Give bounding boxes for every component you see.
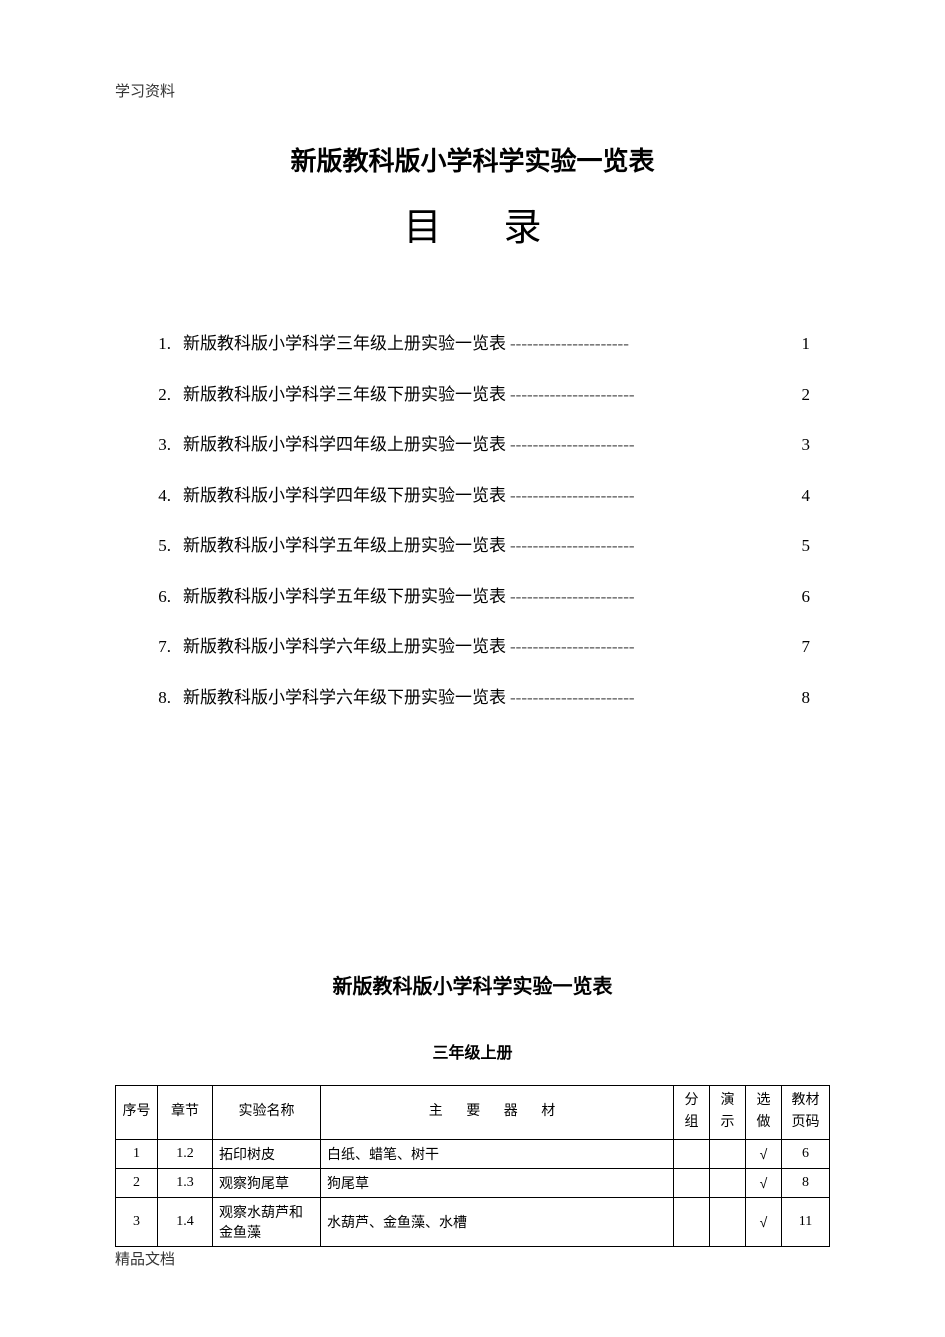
cell-optional: √ [746, 1139, 782, 1168]
cell-materials: 水葫芦、金鱼藻、水槽 [321, 1197, 674, 1246]
toc-leader: ---------------------- [506, 533, 792, 559]
table-header-row: 序号 章节 实验名称 主 要 器 材 分组 演示 选做 教材页码 [116, 1086, 830, 1140]
toc-item-text: 新版教科版小学科学六年级下册实验一览表 [183, 685, 506, 711]
section-subtitle: 三年级上册 [115, 1039, 830, 1063]
table-row: 3 1.4 观察水葫芦和金鱼藻 水葫芦、金鱼藻、水槽 √ 11 [116, 1197, 830, 1246]
toc-leader: ---------------------- [506, 382, 792, 408]
cell-page: 6 [782, 1139, 830, 1168]
cell-demo [710, 1168, 746, 1197]
toc-leader: ---------------------- [506, 483, 792, 509]
cell-name: 观察狗尾草 [213, 1168, 321, 1197]
section-title: 新版教科版小学科学实验一览表 [115, 970, 830, 999]
toc-item-page: 8 [792, 685, 810, 711]
toc-heading: 目录 [115, 196, 830, 251]
toc-item-text: 新版教科版小学科学三年级上册实验一览表 [183, 331, 506, 357]
toc-item-number: 7. [145, 634, 183, 660]
toc-item-page: 4 [792, 483, 810, 509]
toc-item: 4. 新版教科版小学科学四年级下册实验一览表 -----------------… [145, 483, 810, 509]
cell-group [674, 1168, 710, 1197]
main-title: 新版教科版小学科学实验一览表 [115, 141, 830, 178]
toc-item-page: 6 [792, 584, 810, 610]
table-row: 1 1.2 拓印树皮 白纸、蜡笔、树干 √ 6 [116, 1139, 830, 1168]
toc-item-page: 1 [792, 331, 810, 357]
toc-leader: ---------------------- [506, 634, 792, 660]
toc-item: 5. 新版教科版小学科学五年级上册实验一览表 -----------------… [145, 533, 810, 559]
header-label: 学习资料 [115, 80, 830, 101]
footer-label: 精品文档 [115, 1248, 175, 1269]
toc-item-number: 6. [145, 584, 183, 610]
th-optional: 选做 [746, 1086, 782, 1140]
cell-chapter: 1.4 [158, 1197, 213, 1246]
toc-item-number: 8. [145, 685, 183, 711]
toc-item: 6. 新版教科版小学科学五年级下册实验一览表 -----------------… [145, 584, 810, 610]
toc-leader: ---------------------- [506, 685, 792, 711]
cell-name: 拓印树皮 [213, 1139, 321, 1168]
toc-item-number: 5. [145, 533, 183, 559]
cell-demo [710, 1197, 746, 1246]
toc-item-page: 5 [792, 533, 810, 559]
toc-item-text: 新版教科版小学科学六年级上册实验一览表 [183, 634, 506, 660]
toc-item-number: 1. [145, 331, 183, 357]
toc-leader: --------------------- [506, 331, 792, 357]
toc-leader: ---------------------- [506, 584, 792, 610]
th-group: 分组 [674, 1086, 710, 1140]
cell-name: 观察水葫芦和金鱼藻 [213, 1197, 321, 1246]
cell-page: 11 [782, 1197, 830, 1246]
toc-item: 7. 新版教科版小学科学六年级上册实验一览表 -----------------… [145, 634, 810, 660]
cell-index: 3 [116, 1197, 158, 1246]
experiment-table: 序号 章节 实验名称 主 要 器 材 分组 演示 选做 教材页码 1 1.2 拓… [115, 1085, 830, 1247]
cell-index: 2 [116, 1168, 158, 1197]
cell-demo [710, 1139, 746, 1168]
toc-item-text: 新版教科版小学科学三年级下册实验一览表 [183, 382, 506, 408]
table-row: 2 1.3 观察狗尾草 狗尾草 √ 8 [116, 1168, 830, 1197]
cell-chapter: 1.2 [158, 1139, 213, 1168]
th-page: 教材页码 [782, 1086, 830, 1140]
toc-leader: ---------------------- [506, 432, 792, 458]
toc-item: 1. 新版教科版小学科学三年级上册实验一览表 -----------------… [145, 331, 810, 357]
toc-item-page: 3 [792, 432, 810, 458]
toc-item-number: 2. [145, 382, 183, 408]
toc-list: 1. 新版教科版小学科学三年级上册实验一览表 -----------------… [145, 331, 810, 710]
th-chapter: 章节 [158, 1086, 213, 1140]
cell-materials: 白纸、蜡笔、树干 [321, 1139, 674, 1168]
toc-item: 2. 新版教科版小学科学三年级下册实验一览表 -----------------… [145, 382, 810, 408]
toc-item-page: 7 [792, 634, 810, 660]
toc-item: 8. 新版教科版小学科学六年级下册实验一览表 -----------------… [145, 685, 810, 711]
cell-chapter: 1.3 [158, 1168, 213, 1197]
cell-page: 8 [782, 1168, 830, 1197]
cell-optional: √ [746, 1197, 782, 1246]
toc-item: 3. 新版教科版小学科学四年级上册实验一览表 -----------------… [145, 432, 810, 458]
cell-group [674, 1197, 710, 1246]
toc-item-number: 3. [145, 432, 183, 458]
toc-item-text: 新版教科版小学科学四年级上册实验一览表 [183, 432, 506, 458]
cell-optional: √ [746, 1168, 782, 1197]
th-materials: 主 要 器 材 [321, 1086, 674, 1140]
th-demo: 演示 [710, 1086, 746, 1140]
toc-item-text: 新版教科版小学科学五年级上册实验一览表 [183, 533, 506, 559]
toc-item-number: 4. [145, 483, 183, 509]
cell-materials: 狗尾草 [321, 1168, 674, 1197]
th-name: 实验名称 [213, 1086, 321, 1140]
cell-index: 1 [116, 1139, 158, 1168]
th-index: 序号 [116, 1086, 158, 1140]
toc-item-text: 新版教科版小学科学四年级下册实验一览表 [183, 483, 506, 509]
toc-item-text: 新版教科版小学科学五年级下册实验一览表 [183, 584, 506, 610]
toc-item-page: 2 [792, 382, 810, 408]
cell-group [674, 1139, 710, 1168]
